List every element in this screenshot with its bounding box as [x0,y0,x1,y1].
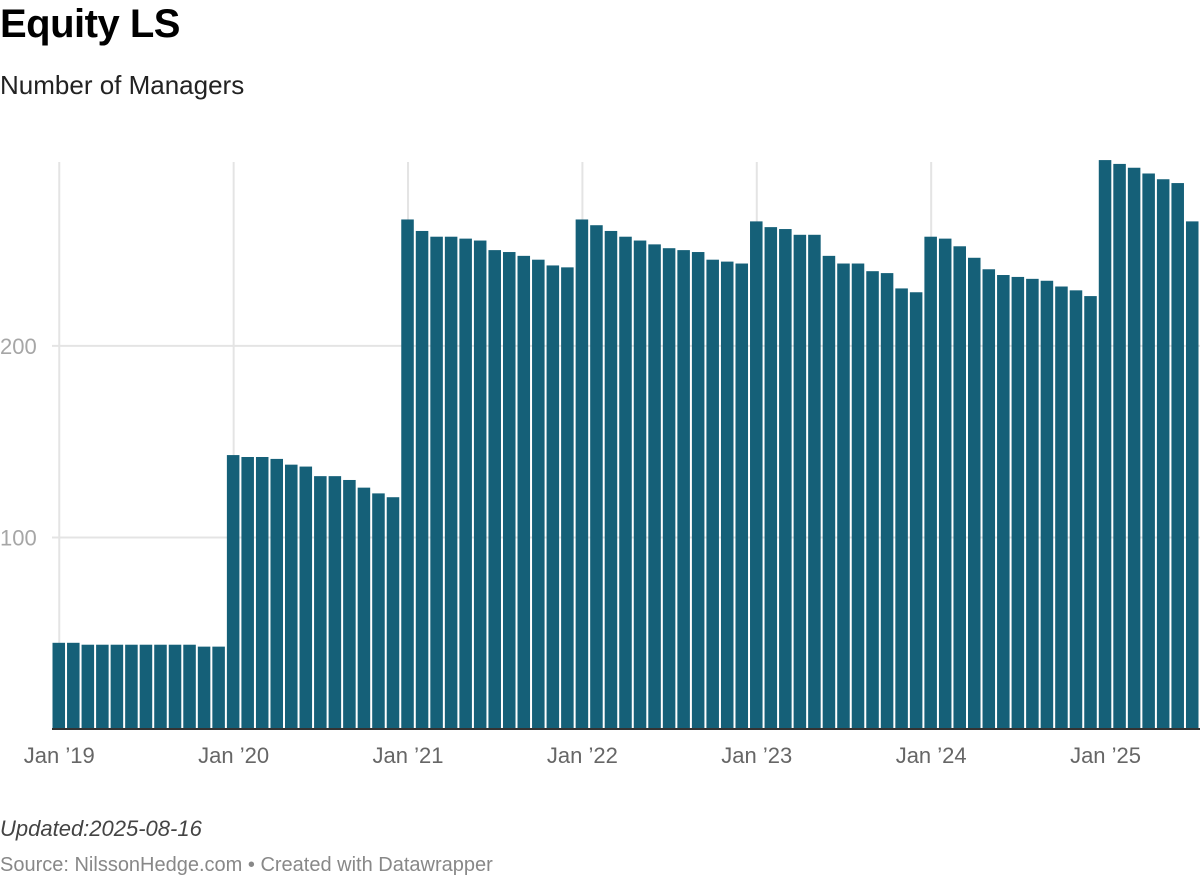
bar [1084,296,1097,729]
bar [241,456,254,729]
bar [967,257,981,729]
bar [1113,163,1126,730]
bar [895,288,908,729]
y-tick-label: 100 [0,525,37,550]
bar [415,230,429,729]
bar [808,234,821,730]
bar [706,259,719,729]
bar [168,644,182,729]
bar [938,238,952,729]
bar [997,275,1010,729]
bar [1156,179,1170,729]
x-tick-label: Jan ’22 [547,743,618,768]
bar [982,269,996,729]
bar [1055,286,1068,729]
bar [357,487,371,729]
bar [517,255,531,729]
bar [720,261,734,729]
updated-note: Updated:2025-08-16 [0,816,202,841]
bar [909,292,923,729]
bar [386,497,400,729]
bar [401,219,414,729]
x-tick-label: Jan ’23 [721,743,792,768]
bar [735,263,749,729]
bar [67,642,80,729]
bar [793,234,807,730]
bar [1098,160,1112,729]
bar [285,464,298,729]
y-tick-label: 200 [0,334,37,359]
bar [1026,278,1039,729]
bar [154,644,167,729]
bar [764,227,778,729]
bar [110,644,124,729]
bar [677,250,690,729]
bar [1142,173,1155,730]
bar [459,238,472,729]
bar [314,476,327,729]
bar [1185,221,1199,729]
chart-subtitle: Number of Managers [0,70,245,100]
bar [1069,290,1083,729]
source-note: Source: NilssonHedge.com • Created with … [0,854,493,876]
bar [851,263,865,729]
axes: Jan ’19 Jan ’20 Jan ’21 Jan ’22 Jan ’23 Jan ’… [0,334,1200,768]
bar [270,458,284,729]
x-tick-label: Jan ’24 [896,743,967,768]
bar [1171,183,1184,730]
bar [183,644,196,729]
bar [343,479,356,729]
bar [575,219,589,729]
bar [430,236,443,729]
bar [546,265,560,729]
bar [691,252,705,729]
bar [1127,167,1141,729]
bar [197,646,211,729]
bar [662,248,676,729]
bar [328,476,342,729]
bar [750,221,763,729]
bar [822,255,836,729]
bar [590,225,603,729]
bar [779,229,792,729]
bar [633,240,647,729]
bar [139,644,153,729]
bar [473,240,487,729]
bar [212,646,225,729]
bar [866,271,879,729]
chart-title: Equity LS [0,2,180,46]
bar [125,644,138,729]
x-tick-label: Jan ’25 [1070,743,1141,768]
bar [1011,276,1025,729]
bar [372,493,385,729]
bar [52,642,66,729]
x-tick-label: Jan ’19 [24,743,95,768]
bar [255,456,269,729]
bar [1040,280,1054,729]
bar [880,273,894,729]
bar [81,644,95,729]
bar [299,466,313,729]
x-tick-label: Jan ’21 [373,743,444,768]
bar [619,236,632,729]
x-tick-label: Jan ’20 [198,743,269,768]
bar [953,246,966,729]
bar [604,230,618,729]
bar [561,267,574,729]
bar-chart: Jan ’19 Jan ’20 Jan ’21 Jan ’22 Jan ’23 Jan ’… [0,160,1200,768]
bar [924,236,937,729]
bars [52,160,1199,730]
bar [96,644,109,729]
bar [837,263,850,729]
bar [488,250,501,729]
bar [502,252,516,729]
bar [532,259,545,729]
bar [444,236,458,729]
bar [226,455,240,729]
bar [648,244,661,730]
